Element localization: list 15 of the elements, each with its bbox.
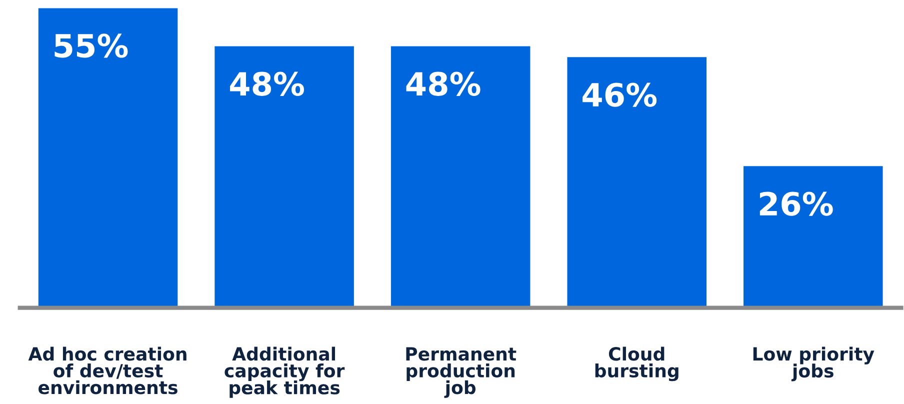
x-tick-label: Additional capacity for peak times bbox=[224, 346, 345, 398]
data-label: 55% bbox=[54, 34, 128, 58]
x-tick-label: Ad hoc creation of dev/test environments bbox=[28, 346, 186, 394]
data-label: 46% bbox=[582, 82, 657, 107]
data-label: 48% bbox=[230, 72, 304, 96]
bar bbox=[744, 166, 883, 308]
x-tick-label: Low priority jobs bbox=[753, 346, 874, 382]
bar bbox=[567, 57, 706, 308]
x-tick-label: Permanent production job bbox=[406, 347, 516, 398]
data-label: 48% bbox=[406, 72, 480, 96]
data-label: 26% bbox=[760, 192, 833, 216]
x-tick-label: Cloud bursting bbox=[595, 346, 678, 382]
bar bbox=[38, 8, 178, 308]
bar bbox=[214, 46, 354, 308]
bar bbox=[390, 46, 530, 308]
